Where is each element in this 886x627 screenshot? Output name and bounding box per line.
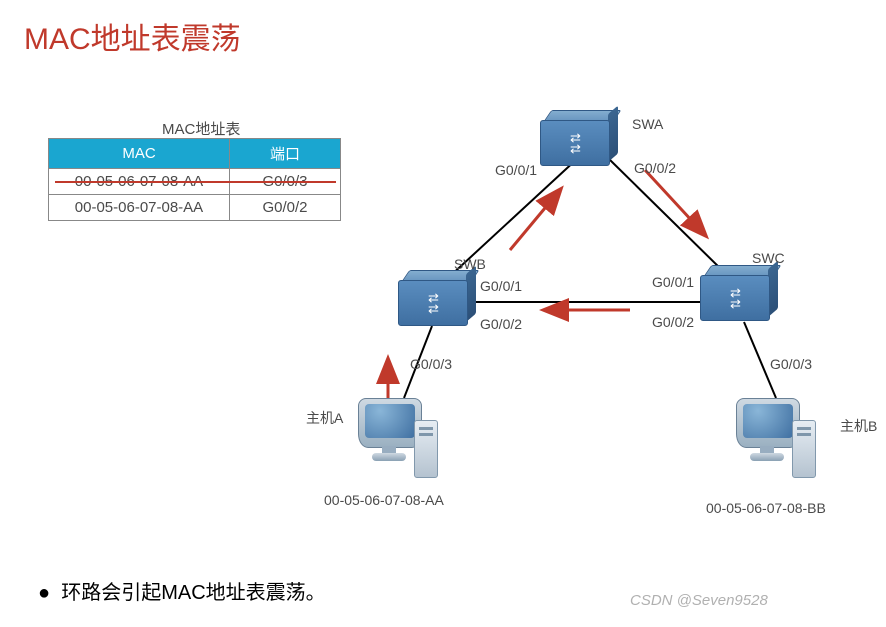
host-a-mac: 00-05-06-07-08-AA [324, 492, 444, 508]
switch-swb: ⇄⇄ [398, 270, 476, 324]
swb-port-bottom: G0/0/3 [410, 356, 452, 372]
watermark: CSDN @Seven9528 [630, 592, 768, 609]
host-a-label: 主机A [306, 408, 343, 428]
swc-label: SWC [752, 250, 785, 266]
swb-port-top: G0/0/1 [480, 278, 522, 294]
swc-port-bottom: G0/0/3 [770, 356, 812, 372]
host-b-label: 主机B [840, 416, 877, 436]
switch-swa: ⇄⇄ [540, 110, 618, 164]
host-b [736, 398, 826, 478]
swa-port-left: G0/0/1 [495, 162, 537, 178]
swa-port-right: G0/0/2 [634, 160, 676, 176]
swb-label: SWB [454, 256, 486, 272]
swb-port-right: G0/0/2 [480, 316, 522, 332]
bullet-text: 环路会引起MAC地址表震荡。 [61, 582, 325, 604]
host-a [358, 398, 448, 478]
swc-port-left: G0/0/2 [652, 314, 694, 330]
swc-port-top: G0/0/1 [652, 274, 694, 290]
bullet-point: ● 环路会引起MAC地址表震荡。 [38, 576, 326, 605]
host-b-mac: 00-05-06-07-08-BB [706, 500, 826, 516]
switch-swc: ⇄⇄ [700, 265, 778, 319]
swa-label: SWA [632, 116, 663, 132]
